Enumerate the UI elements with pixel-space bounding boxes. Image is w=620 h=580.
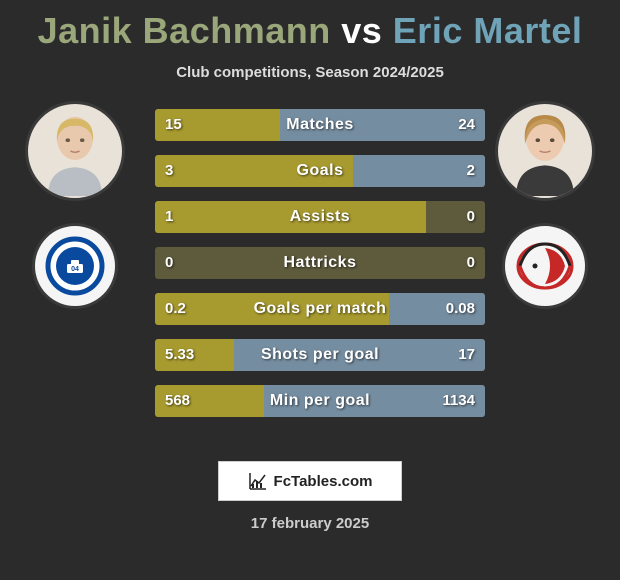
stat-row: 00Hattricks: [155, 247, 485, 279]
comparison-title: Janik Bachmann vs Eric Martel: [0, 0, 620, 52]
chart-icon: [248, 471, 268, 491]
stat-row: 10Assists: [155, 201, 485, 233]
stat-label: Shots per goal: [155, 339, 485, 371]
player1-name: Janik Bachmann: [38, 10, 331, 51]
stat-label: Hattricks: [155, 247, 485, 279]
stat-row: 5.3317Shots per goal: [155, 339, 485, 371]
date-label: 17 february 2025: [0, 515, 620, 532]
stat-row: 1524Matches: [155, 109, 485, 141]
player2-club-badge: [502, 223, 588, 309]
stat-bars: 1524Matches 32Goals 10Assists 00Hattricks 0.…: [155, 109, 485, 417]
vs-label: vs: [341, 10, 382, 51]
brand-badge: FcTables.com: [218, 461, 402, 501]
stat-label: Goals per match: [155, 293, 485, 325]
club-badge-icon: 04: [45, 236, 105, 296]
stat-label: Min per goal: [155, 385, 485, 417]
stat-row: 0.20.08Goals per match: [155, 293, 485, 325]
person-icon: [500, 106, 590, 196]
stat-label: Matches: [155, 109, 485, 141]
player1-avatar: [25, 101, 125, 201]
brand-text: FcTables.com: [274, 473, 373, 490]
stat-row: 32Goals: [155, 155, 485, 187]
comparison-chart: 04 1524Matches32Goa: [30, 109, 590, 439]
svg-text:04: 04: [71, 266, 79, 273]
person-icon: [30, 106, 120, 196]
stat-label: Goals: [155, 155, 485, 187]
stat-row: 5681134Min per goal: [155, 385, 485, 417]
player1-column: 04: [20, 101, 130, 309]
subtitle: Club competitions, Season 2024/2025: [0, 64, 620, 81]
stat-label: Assists: [155, 201, 485, 233]
player1-club-badge: 04: [32, 223, 118, 309]
club-badge-icon: [515, 236, 575, 296]
player2-avatar: [495, 101, 595, 201]
player2-name: Eric Martel: [393, 10, 583, 51]
player2-column: [490, 101, 600, 309]
